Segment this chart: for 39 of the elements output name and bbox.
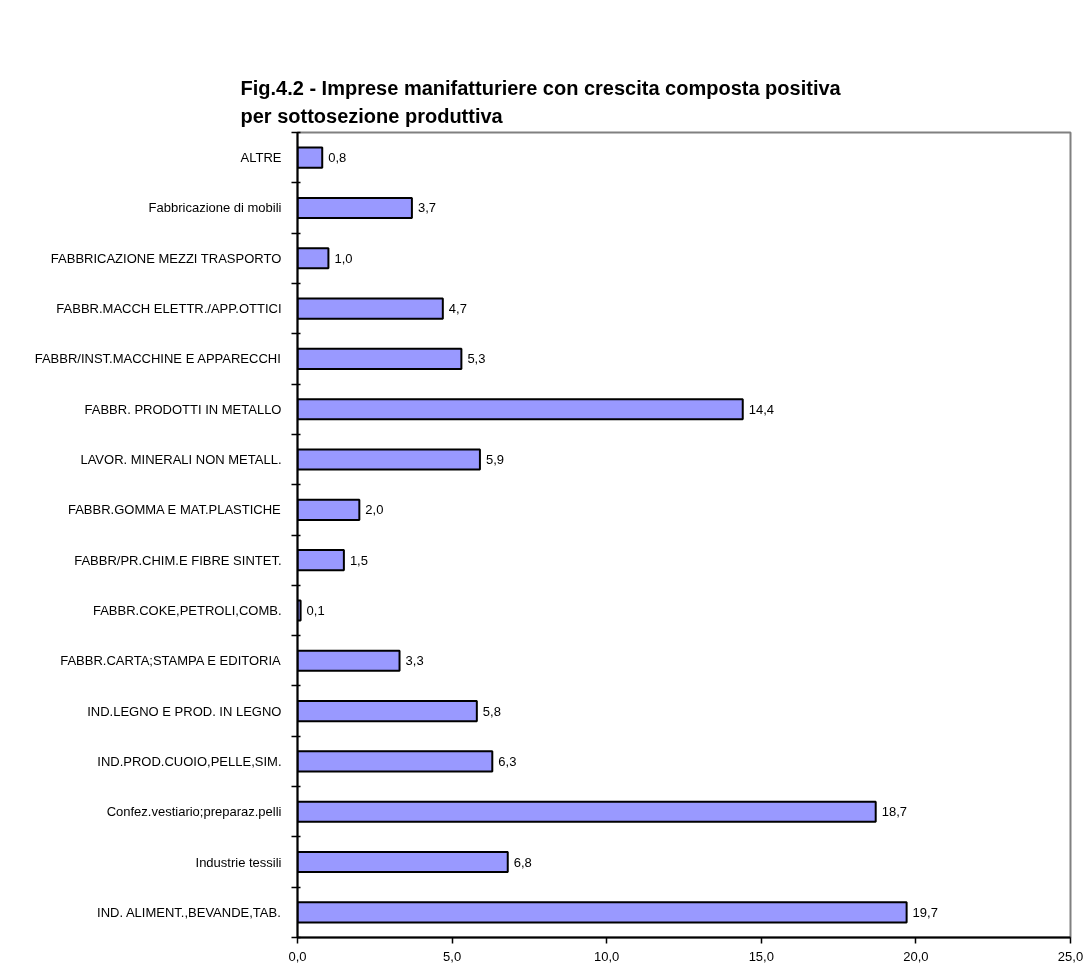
y-tick-label: FABBRICAZIONE MEZZI TRASPORTO bbox=[50, 250, 282, 266]
data-label: 1,5 bbox=[349, 552, 368, 568]
data-label: 2,0 bbox=[365, 502, 384, 518]
y-tick-label: Industrie tessili bbox=[195, 854, 282, 870]
y-tick-label: FABBR.COKE,PETROLI,COMB. bbox=[92, 602, 282, 618]
y-tick-label: IND.PROD.CUOIO,PELLE,SIM. bbox=[97, 753, 282, 769]
y-tick-label: FABBR/INST.MACCHINE E APPARECCHI bbox=[34, 351, 281, 367]
data-label: 14,4 bbox=[748, 401, 775, 417]
x-tick-label: 20,0 bbox=[903, 948, 929, 964]
data-label: 0,1 bbox=[306, 602, 325, 618]
data-label: 6,3 bbox=[498, 753, 517, 769]
x-tick-label: 5,0 bbox=[443, 948, 462, 964]
y-tick-label: LAVOR. MINERALI NON METALL. bbox=[80, 452, 282, 468]
y-tick-label: Fabbricazione di mobili bbox=[148, 200, 282, 216]
data-label: 5,9 bbox=[485, 452, 505, 468]
y-tick-label: IND. ALIMENT.,BEVANDE,TAB. bbox=[97, 904, 281, 920]
data-label: 5,3 bbox=[467, 351, 486, 367]
data-label: 1,0 bbox=[334, 250, 353, 266]
data-label: 4,7 bbox=[448, 301, 467, 317]
x-tick-label: 15,0 bbox=[748, 948, 774, 964]
y-tick-label: FABBR.MACCH ELETTR./APP.OTTICI bbox=[56, 301, 282, 317]
x-tick-label: 25,0 bbox=[1057, 948, 1084, 964]
data-label: 19,7 bbox=[912, 904, 938, 920]
y-tick-label: FABBR.CARTA;STAMPA E EDITORIA bbox=[60, 653, 282, 669]
y-tick-label: FABBR/PR.CHIM.E FIBRE SINTET. bbox=[74, 552, 282, 568]
chart-title: Fig.4.2 - Imprese manifatturiere con crescita composta positiva per sottosezione produttiva bbox=[240, 76, 842, 128]
y-tick-label: FABBR. PRODOTTI IN METALLO bbox=[84, 401, 282, 417]
y-tick-label: Confez.vestiario;preparaz.pelli bbox=[106, 804, 282, 820]
data-label: 6,8 bbox=[513, 854, 532, 870]
x-tick-label: 0,0 bbox=[288, 948, 307, 964]
y-tick-label: FABBR.GOMMA E MAT.PLASTICHE bbox=[67, 502, 282, 518]
data-label: 3,7 bbox=[417, 200, 436, 216]
data-label: 0,8 bbox=[328, 150, 347, 166]
x-tick-label: 10,0 bbox=[594, 948, 620, 964]
y-tick-label: ALTRE bbox=[240, 150, 282, 166]
data-label: 5,8 bbox=[482, 703, 501, 719]
y-tick-label: IND.LEGNO E PROD. IN LEGNO bbox=[87, 703, 282, 719]
data-label: 18,7 bbox=[881, 804, 908, 820]
data-label: 3,3 bbox=[405, 653, 424, 669]
